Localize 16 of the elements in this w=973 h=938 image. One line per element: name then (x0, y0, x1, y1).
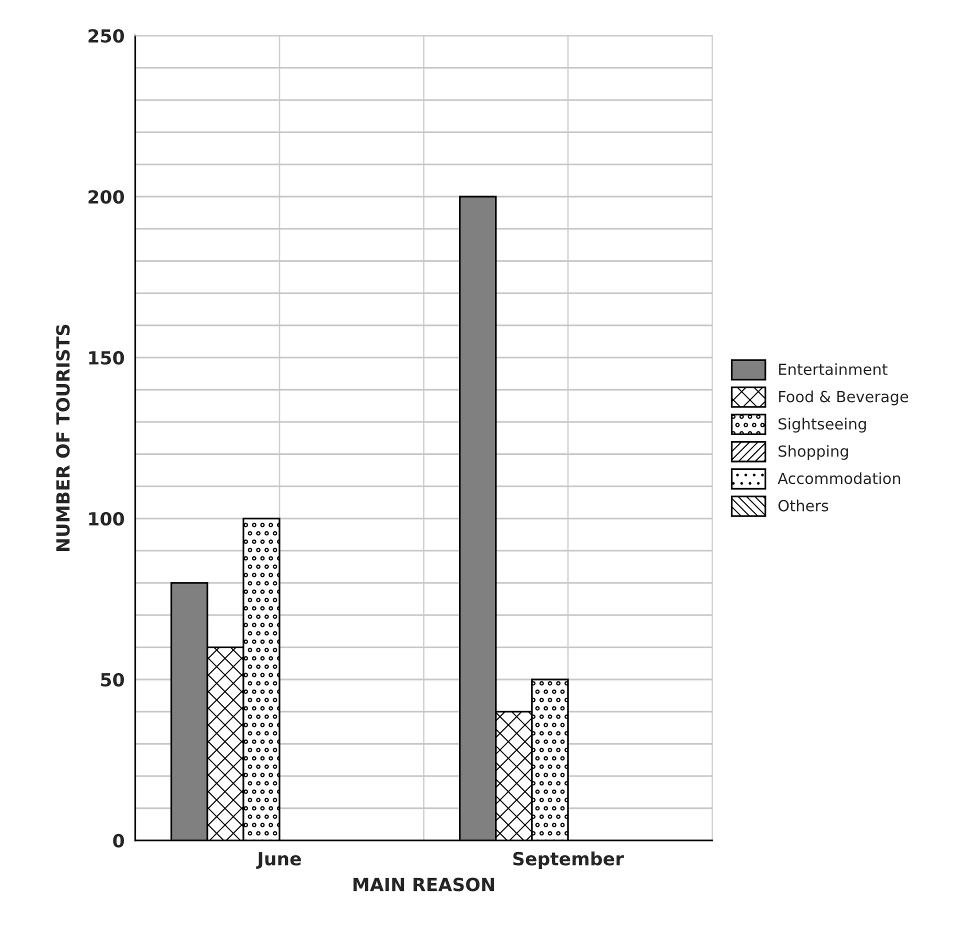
x-axis-title: MAIN REASON (354, 878, 494, 892)
legend-label: Shopping (778, 445, 848, 460)
y-tick-label: 50 (101, 672, 124, 687)
x-tick-label: June (256, 852, 301, 869)
y-tick-label: 100 (89, 512, 124, 526)
legend-label: Food & Beverage (779, 390, 908, 406)
y-axis-title: NUMBER OF TOURISTS (56, 324, 70, 552)
legend-label: Others (778, 500, 828, 512)
legend-label: Accommodation (778, 472, 900, 484)
x-tick-label: September (513, 852, 624, 870)
legend-label: Entertainment (779, 363, 888, 376)
y-tick-label: 250 (88, 29, 124, 43)
y-tick-label: 0 (113, 834, 124, 848)
y-tick-label: 200 (88, 190, 124, 204)
y-tick-label: 150 (89, 351, 124, 365)
legend-label: Sightseeing (778, 418, 866, 433)
